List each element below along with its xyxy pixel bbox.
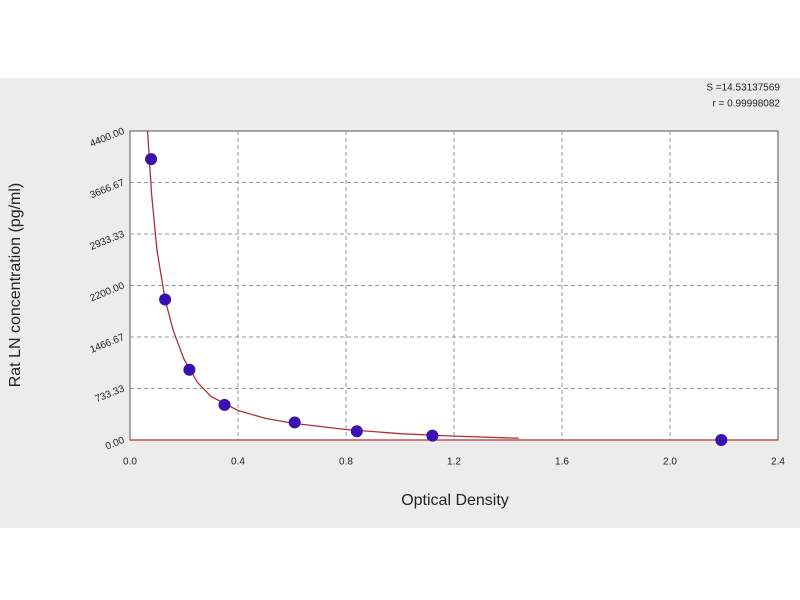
annotation: S =14.53137569 xyxy=(706,83,780,94)
data-point xyxy=(145,153,158,166)
data-point xyxy=(218,398,231,411)
data-point xyxy=(715,434,728,446)
data-point xyxy=(159,293,172,306)
data-point xyxy=(288,416,301,429)
x-axis-title: Optical Density xyxy=(401,492,509,509)
x-tick-label: 0.0 xyxy=(123,457,137,468)
x-tick-label: 1.6 xyxy=(555,457,569,468)
data-point xyxy=(426,429,439,442)
annotation: r = 0.99998082 xyxy=(712,99,780,110)
x-tick-label: 1.2 xyxy=(447,457,461,468)
y-axis-title: Rat LN concentration (pg/ml) xyxy=(7,183,24,388)
data-point xyxy=(350,425,363,438)
x-tick-label: 2.0 xyxy=(663,457,677,468)
x-tick-label: 0.4 xyxy=(231,457,245,468)
data-point xyxy=(183,363,196,376)
x-tick-label: 2.4 xyxy=(771,457,785,468)
x-tick-label: 0.8 xyxy=(339,457,353,468)
fit-curve xyxy=(146,130,519,439)
